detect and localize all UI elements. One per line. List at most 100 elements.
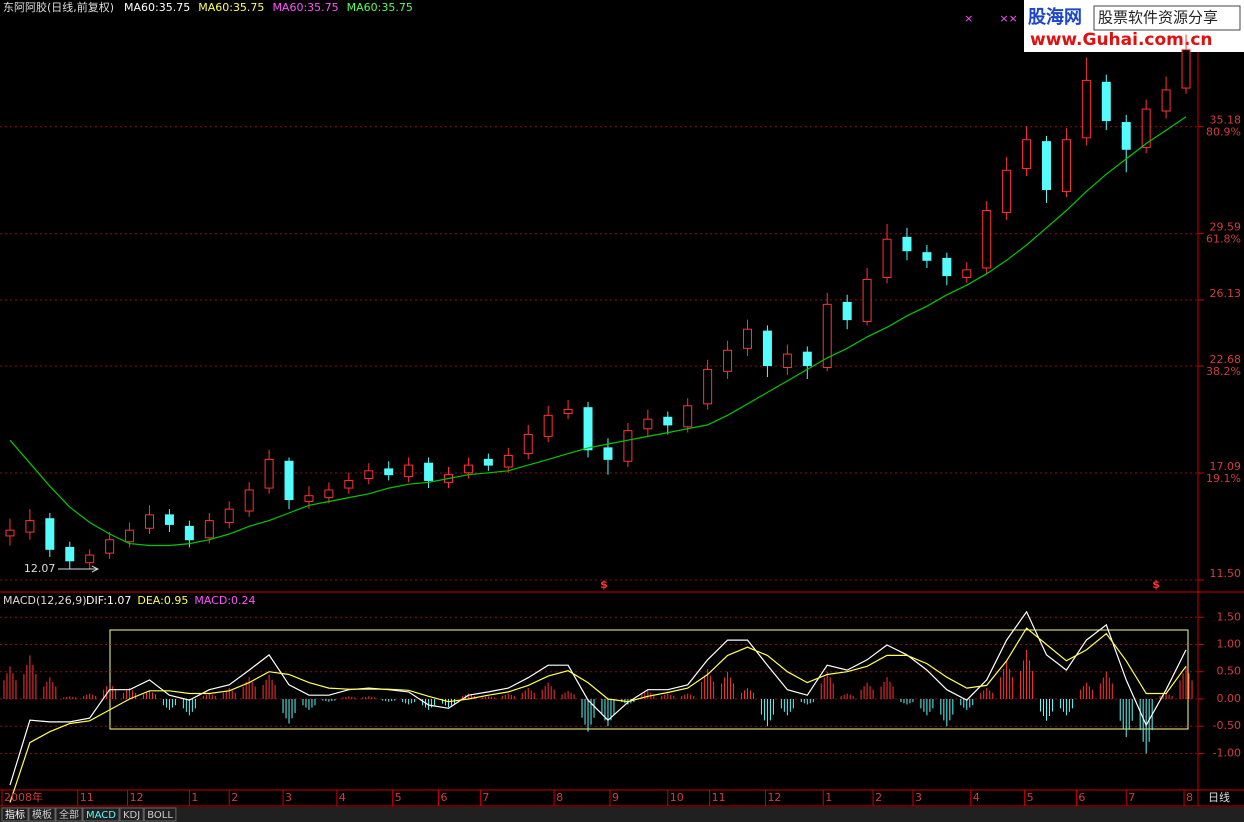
tab[interactable]: MACD (86, 810, 116, 821)
x-tick-label: 6 (441, 791, 448, 804)
tab-frame[interactable] (143, 807, 177, 822)
candle-body (85, 554, 95, 564)
x-tick-label: 10 (670, 791, 684, 804)
ma-label: MA60:35.75 (124, 1, 190, 14)
candle-body (264, 458, 274, 489)
y-tick-label: 35.18 (1210, 114, 1242, 127)
y-tick-label: 22.68 (1210, 353, 1242, 366)
x-tick-label: 11 (712, 791, 726, 804)
watermark: 股海网 股票软件资源分享 www.Guhai.com.cn (1024, 0, 1244, 52)
y-tick-label: 29.59 (1210, 221, 1242, 234)
signal-marker: $ (1152, 578, 1160, 591)
x-tick-label: 1 (825, 791, 832, 804)
candle-body (523, 433, 533, 455)
top-marker: ×× (999, 12, 1017, 25)
tab-bar: 指标 模板 全部 MACD KDJ BOLL (0, 807, 1244, 822)
candle-body (1042, 141, 1051, 190)
candle-body (902, 236, 912, 252)
candle-body (842, 301, 852, 321)
macd-title: MACD(12,26,9) (3, 594, 87, 607)
candle-body (5, 529, 15, 537)
candle-body (1121, 121, 1131, 150)
candle-body (862, 278, 872, 323)
x-tick-label: 8 (556, 791, 563, 804)
macd-readout: DIF:1.07 (86, 594, 131, 607)
candle-body (882, 238, 892, 279)
y-tick-label: 17.09 (1210, 460, 1242, 473)
tab[interactable]: 指标 (5, 808, 25, 821)
logo-url: www.Guhai.com.cn (1030, 30, 1213, 50)
y-tick-label: 0.00 (1217, 692, 1242, 705)
tab-bar-bg (0, 807, 1244, 822)
candle-body (25, 520, 35, 533)
candle-body (304, 495, 314, 502)
candle-body (723, 349, 733, 372)
candle-body (1022, 139, 1032, 169)
period-label: 日线 (1208, 790, 1230, 804)
x-tick-label: 2 (875, 791, 882, 804)
candle-body (743, 328, 752, 349)
candle-body (344, 479, 354, 489)
logo-name: 股海网 (1027, 6, 1082, 28)
x-tick-label: 9 (612, 791, 619, 804)
slogan-box (1093, 5, 1241, 31)
candle-body (603, 447, 613, 460)
candle-body (1161, 89, 1171, 112)
candle-body (424, 462, 434, 481)
candle-body (125, 529, 135, 543)
x-tick-label: 5 (395, 791, 402, 804)
macd-line (9, 627, 1187, 803)
macd-readout: DEA:0.95 (137, 594, 188, 607)
fib-label: 19.1% (1206, 472, 1241, 485)
candle-body (563, 409, 573, 414)
ma-line (9, 116, 1187, 547)
fib-label: 38.2% (1206, 365, 1241, 378)
candle-body (982, 210, 992, 269)
y-tick-label: -1.00 (1213, 746, 1241, 759)
fib-label: 80.9% (1206, 126, 1241, 139)
candle-body (164, 514, 174, 525)
tab-frame[interactable] (55, 807, 83, 822)
x-tick-label: 3 (915, 791, 922, 804)
x-tick-label: 3 (285, 791, 292, 804)
candle-body (1181, 49, 1191, 89)
tab-frame[interactable] (28, 807, 56, 822)
x-tick-label: 12 (130, 791, 144, 804)
candle-body (224, 508, 234, 524)
x-tick-label: 7 (482, 791, 489, 804)
tab-frame[interactable] (82, 807, 120, 822)
logo-slogan: 股票软件资源分享 (1098, 9, 1218, 27)
candle-body (404, 464, 414, 478)
candle-body (583, 407, 593, 451)
ma-label: MA60:35.75 (198, 1, 264, 14)
tab[interactable]: KDJ (123, 810, 140, 821)
tab[interactable]: 全部 (59, 808, 79, 821)
candle-body (1101, 81, 1111, 122)
candle-body (762, 330, 772, 367)
candle-body (942, 257, 952, 277)
tab-frame[interactable] (1, 807, 29, 822)
tab[interactable]: BOLL (147, 810, 173, 821)
y-tick-label: 1.00 (1217, 637, 1242, 650)
low-annotation: 12.07 (24, 562, 55, 575)
candle-body (663, 416, 673, 426)
x-tick-label: 11 (80, 791, 94, 804)
tab[interactable]: 模板 (32, 808, 52, 821)
x-tick-label: 7 (1128, 791, 1135, 804)
candle-body (483, 458, 493, 466)
candle-body (145, 514, 154, 529)
logo-bg (1024, 0, 1244, 52)
x-tick-label: 1 (191, 791, 198, 804)
tab-frame[interactable] (119, 807, 144, 822)
x-tick-label: 8 (1186, 791, 1193, 804)
x-tick-label: 4 (339, 791, 346, 804)
stock-title: 东阿阿胶(日线,前复权) (3, 0, 114, 14)
candle-body (324, 489, 334, 499)
y-tick-label: 26.13 (1210, 287, 1242, 300)
candle-body (643, 418, 653, 430)
top-marker: × (964, 12, 973, 25)
signal-marker: $ (600, 578, 608, 591)
